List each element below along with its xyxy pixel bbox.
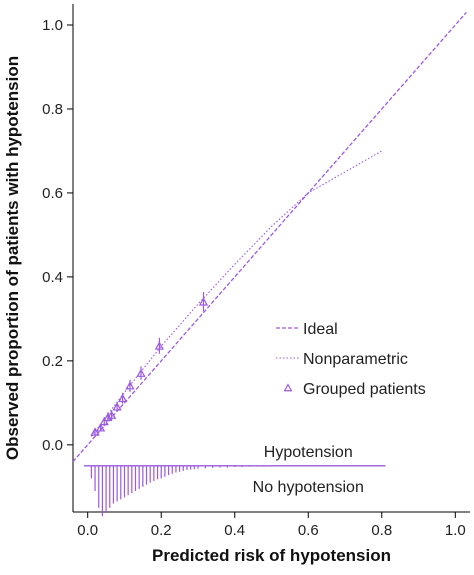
ideal-line (72, 11, 467, 463)
grouped-point-marker (99, 416, 109, 426)
grouped-point-marker (118, 393, 128, 403)
grouped-point-marker (103, 412, 113, 422)
x-tick-label: 0.0 (77, 522, 98, 539)
legend-label: Nonparametric (303, 351, 408, 368)
y-axis-title: Observed proportion of patients with hyp… (3, 56, 22, 460)
grouped-point-marker (136, 368, 146, 377)
legend-label: Ideal (303, 321, 338, 338)
y-tick-label: 0.4 (42, 269, 63, 286)
legend: Ideal Nonparametric Grouped patients (276, 321, 426, 398)
y-tick-label: 0.8 (42, 101, 63, 118)
grouped-point-marker (154, 341, 165, 350)
hypotension-label: Hypotension (264, 444, 353, 461)
no-hypotension-label: No hypotension (253, 479, 364, 496)
nonparametric-line (90, 150, 383, 437)
legend-marker-grouped (283, 383, 293, 392)
x-tick-label: 0.8 (371, 522, 392, 539)
grouped-point-marker (106, 410, 117, 419)
x-axis: 0.0 0.2 0.4 0.6 0.8 1.0 (77, 512, 466, 539)
series-lines (72, 11, 467, 463)
y-tick-label: 1.0 (42, 17, 63, 34)
plot-frame (72, 4, 470, 513)
grouped-point-marker (198, 297, 209, 306)
grouped-point-marker (112, 402, 122, 411)
y-tick-label: 0.2 (42, 353, 63, 370)
grouped-points (90, 292, 209, 437)
x-tick-label: 0.4 (224, 522, 245, 539)
x-tick-label: 1.0 (445, 522, 466, 539)
legend-label: Grouped patients (303, 381, 426, 398)
grouped-point-marker (125, 381, 135, 390)
x-axis-title: Predicted risk of hypotension (152, 546, 391, 565)
spike-histogram (84, 465, 386, 517)
x-tick-label: 0.2 (151, 522, 172, 539)
y-tick-label: 0.0 (42, 437, 63, 454)
x-tick-label: 0.6 (298, 522, 319, 539)
y-tick-label: 0.6 (42, 185, 63, 202)
grouped-point-marker (95, 423, 106, 432)
grouped-point-marker (90, 427, 100, 436)
y-axis: 0.0 0.2 0.4 0.6 0.8 1.0 (42, 17, 73, 454)
